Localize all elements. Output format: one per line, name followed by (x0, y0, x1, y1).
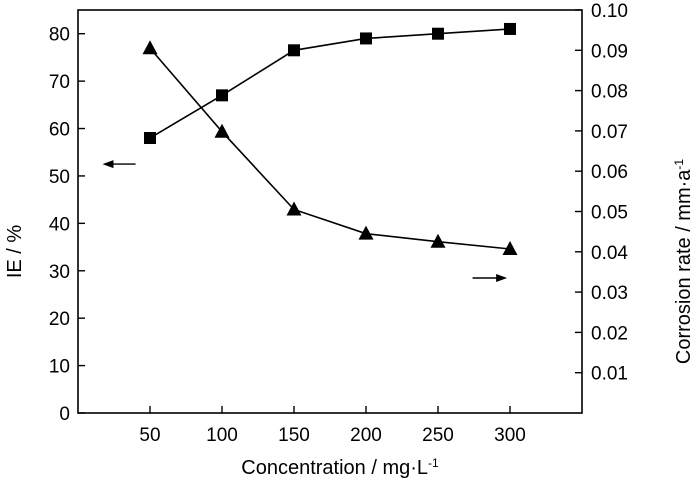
left-tick-label: 50 (49, 167, 70, 188)
triangle-data-point (214, 123, 230, 138)
x-tick-label: 100 (206, 425, 238, 446)
annotation-layer (102, 160, 508, 282)
right-tick-label: 0.02 (591, 323, 628, 344)
right-arrow-head (496, 273, 508, 282)
right-tick-label: 0.09 (591, 41, 628, 62)
left-tick-label: 60 (49, 120, 70, 141)
triangle-series-line (149, 47, 511, 250)
left-tick-label: 20 (49, 309, 70, 330)
x-tick-label: 150 (278, 425, 310, 446)
series-layer (142, 22, 518, 255)
x-tick-label: 300 (494, 425, 526, 446)
right-tick-label: 0.04 (591, 243, 628, 264)
x-axis-title: Concentration / mg·L-1 (241, 456, 439, 479)
plot-frame (77, 9, 583, 414)
right-tick-label: 0.07 (591, 122, 628, 143)
right-tick-label: 0.08 (591, 82, 628, 103)
left-arrow-head (102, 160, 114, 169)
left-tick-label: 70 (49, 72, 70, 93)
square-data-point (360, 32, 372, 45)
triangle-data-point (358, 225, 374, 240)
x-tick-label: 50 (139, 425, 160, 446)
square-data-point (288, 44, 300, 57)
square-series-line (149, 28, 511, 139)
square-data-point (432, 27, 444, 40)
left-tick-label: 0 (59, 404, 70, 425)
left-tick-label: 30 (49, 262, 70, 283)
left-axis-ticks: 0 10 20 30 40 50 60 70 80 (49, 25, 85, 425)
right-axis-ticks: 0.01 0.02 0.03 0.04 0.05 0.06 0.07 0.08 0.09 0.10 (575, 1, 628, 385)
left-tick-label: 80 (49, 25, 70, 46)
x-axis-ticks: 50 100 150 200 250 300 (139, 406, 526, 446)
left-axis-title: IE / % (4, 225, 26, 279)
triangle-data-point (286, 201, 302, 216)
triangle-data-point (502, 240, 518, 255)
x-tick-label: 200 (350, 425, 382, 446)
left-tick-label: 40 (49, 214, 70, 235)
square-data-point (144, 132, 156, 145)
triangle-data-point (430, 233, 446, 248)
right-tick-label: 0.10 (591, 1, 628, 22)
left-tick-label: 10 (49, 357, 70, 378)
right-tick-label: 0.03 (591, 283, 628, 304)
square-data-point (216, 89, 228, 102)
right-axis-title: Corrosion rate / mm·a-1 (672, 159, 695, 364)
x-tick-label: 250 (422, 425, 454, 446)
triangle-data-point (142, 40, 158, 55)
right-tick-label: 0.05 (591, 203, 628, 224)
square-data-point (504, 22, 516, 35)
right-tick-label: 0.01 (591, 364, 628, 385)
right-tick-label: 0.06 (591, 162, 628, 183)
